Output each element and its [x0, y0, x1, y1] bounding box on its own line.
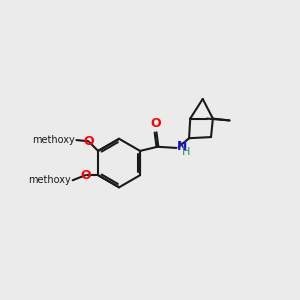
Text: O: O — [83, 135, 94, 148]
Text: methoxy: methoxy — [28, 175, 71, 185]
Text: O: O — [150, 117, 161, 130]
Text: O: O — [80, 169, 91, 182]
Text: N: N — [177, 140, 188, 153]
Text: H: H — [182, 147, 190, 157]
Text: methoxy: methoxy — [32, 135, 74, 145]
